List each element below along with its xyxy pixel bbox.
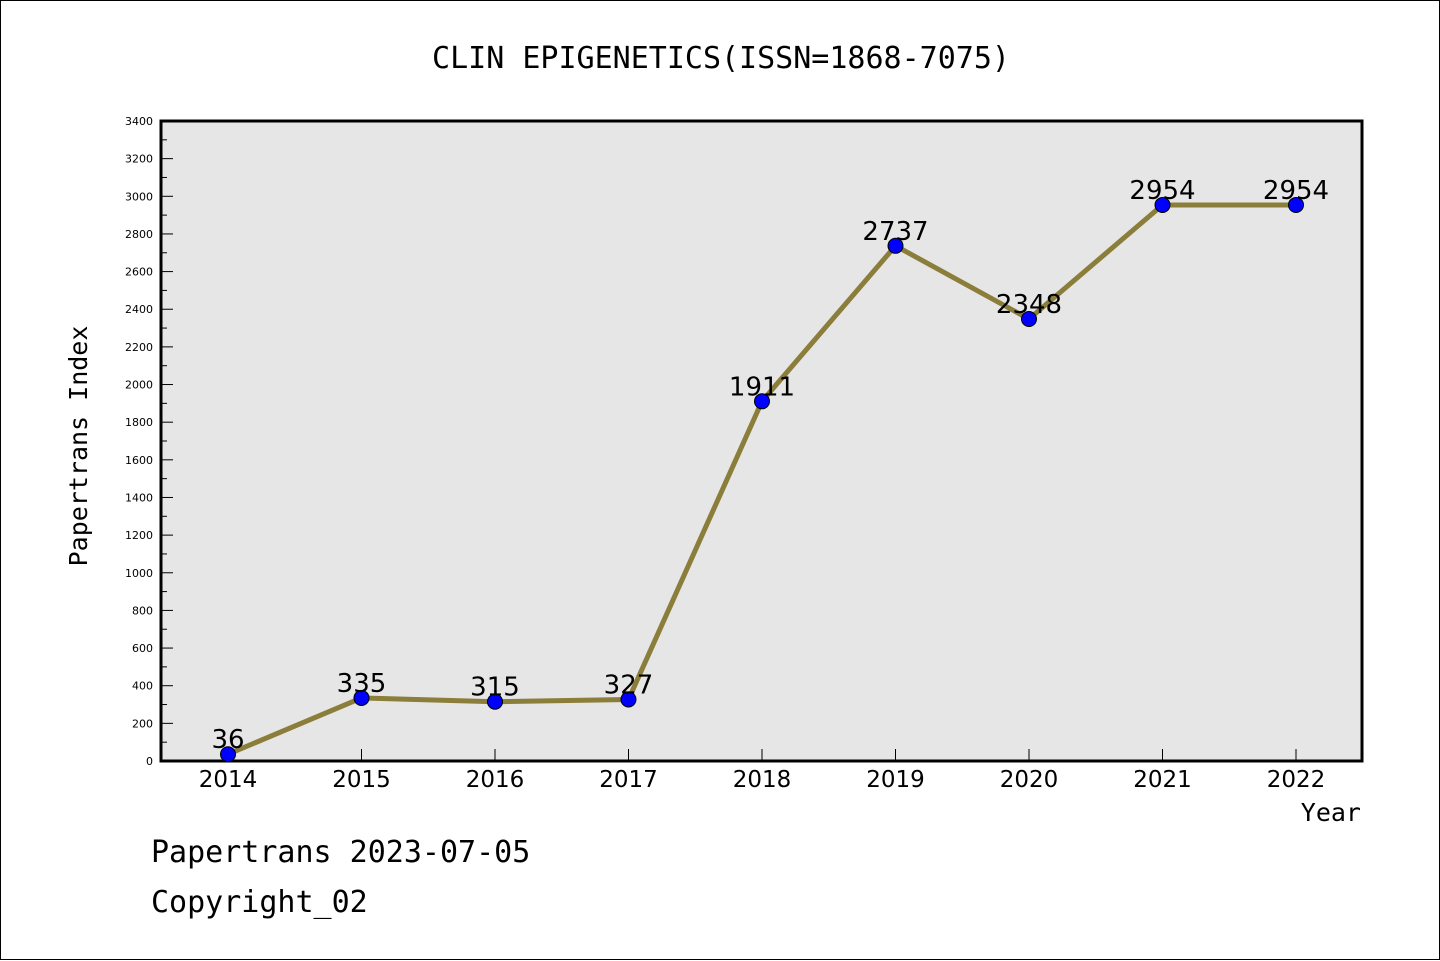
data-label: 2737	[862, 217, 928, 247]
x-axis-ticks: 2014 2015 2016 2017 2018 2019 2020 2021 2022	[199, 749, 1326, 793]
data-label: 2954	[1263, 176, 1329, 206]
y-tick-label: 1200	[125, 529, 153, 542]
y-tick-label: 2400	[125, 303, 153, 316]
data-label: 335	[337, 669, 387, 699]
x-tick-label: 2019	[866, 767, 925, 793]
footer-copyright-caption: Copyright_02	[151, 885, 368, 920]
data-point	[353, 689, 370, 706]
data-label: 327	[604, 670, 654, 700]
footer-date-caption: Papertrans 2023-07-05	[151, 835, 531, 870]
data-point	[754, 393, 770, 410]
x-axis-title: Year	[1301, 798, 1361, 827]
y-tick-label: 2800	[125, 228, 153, 241]
y-axis-ticks: 0 200 400 600 800 1000 1200 1400 1600 1800 2000 220…	[125, 115, 173, 768]
y-tick-label: 1400	[125, 491, 153, 504]
data-label: 2954	[1129, 176, 1195, 206]
y-tick-label: 1600	[125, 454, 153, 467]
series-layer	[220, 196, 1304, 763]
data-point	[1021, 311, 1037, 328]
y-tick-label: 800	[132, 604, 153, 617]
plot-area	[159, 119, 1364, 763]
y-tick-label: 2600	[125, 266, 153, 279]
x-tick-label: 2021	[1133, 767, 1192, 793]
data-point	[1154, 196, 1171, 213]
data-point	[887, 237, 904, 254]
data-label: 1911	[729, 372, 795, 402]
x-tick-label: 2022	[1267, 767, 1326, 793]
y-tick-label: 1800	[125, 416, 153, 429]
y-tick-label: 200	[132, 717, 153, 730]
data-label: 2348	[996, 290, 1062, 320]
x-tick-label: 2018	[733, 767, 792, 793]
x-tick-label: 2017	[599, 767, 658, 793]
data-point	[1288, 196, 1304, 213]
data-point	[487, 693, 503, 710]
y-tick-label: 3000	[125, 190, 153, 203]
x-tick-label: 2015	[332, 767, 391, 793]
data-labels-layer: 36 335 315 327 1911 2737 2348 2954 2954	[211, 176, 1329, 755]
y-tick-label: 2200	[125, 341, 153, 354]
y-tick-label: 600	[132, 642, 153, 655]
y-tick-label: 3200	[125, 153, 153, 166]
y-tick-label: 1000	[125, 567, 153, 580]
y-axis-title: Papertrans Index	[64, 326, 93, 567]
x-tick-label: 2016	[466, 767, 525, 793]
y-tick-label: 3400	[125, 115, 153, 128]
chart-title: CLIN EPIGENETICS(ISSN=1868-7075)	[432, 41, 1010, 76]
data-point	[220, 746, 236, 763]
x-tick-label: 2020	[1000, 767, 1059, 793]
data-label: 315	[470, 673, 520, 703]
y-tick-label: 2000	[125, 379, 153, 392]
data-label: 36	[211, 725, 244, 755]
data-point	[620, 691, 637, 708]
y-tick-label: 400	[132, 680, 153, 693]
y-tick-label: 0	[146, 755, 153, 768]
x-tick-label: 2014	[199, 767, 258, 793]
